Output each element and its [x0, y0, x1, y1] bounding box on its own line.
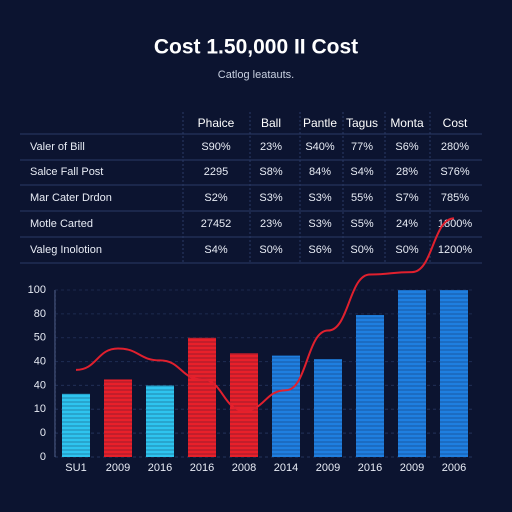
y-tick-label: 10 — [34, 403, 46, 415]
table-cell: 24% — [396, 218, 418, 230]
table-cell: S3% — [259, 192, 282, 204]
table-cell: S0% — [259, 244, 282, 256]
table-cell: S3% — [308, 192, 331, 204]
table-cell: S4% — [204, 244, 227, 256]
row-label: Motle Carted — [30, 218, 93, 230]
table-cell: 27452 — [201, 218, 232, 230]
x-tick-label: 2016 — [190, 462, 214, 474]
x-tick-label: 2009 — [316, 462, 340, 474]
table-cell: S90% — [201, 141, 231, 153]
table-cell: S7% — [395, 192, 418, 204]
x-tick-label: 2014 — [274, 462, 298, 474]
table-cell: S6% — [395, 141, 418, 153]
trend-line — [75, 217, 455, 412]
column-header: Tagus — [346, 116, 378, 130]
page-subtitle: Catlog leatauts. — [218, 69, 294, 81]
row-label: Valer of Bill — [30, 141, 85, 153]
column-header: Phaice — [198, 116, 235, 130]
column-header: Cost — [443, 116, 468, 130]
table-cell: S0% — [395, 244, 418, 256]
bar — [272, 355, 300, 457]
column-header: Pantle — [303, 116, 337, 130]
row-label: Valeg Inolotion — [30, 244, 102, 256]
x-tick-label: 2016 — [358, 462, 382, 474]
x-tick-label: 2009 — [106, 462, 130, 474]
table-cell: S2% — [204, 192, 227, 204]
bar — [356, 315, 384, 457]
bar — [146, 385, 174, 457]
column-header: Ball — [261, 116, 281, 130]
table-cell: 785% — [441, 192, 469, 204]
bar — [440, 290, 468, 457]
bar — [104, 379, 132, 457]
column-header: Monta — [390, 116, 424, 130]
x-tick-label: 2006 — [442, 462, 466, 474]
table-cell: 2295 — [204, 166, 228, 178]
y-tick-label: 0 — [40, 451, 46, 463]
table-cell: 1200% — [438, 244, 472, 256]
table-cell: S6% — [308, 244, 331, 256]
y-tick-label: 40 — [34, 379, 46, 391]
table-cell: S5% — [350, 218, 373, 230]
row-label: Salce Fall Post — [30, 166, 103, 178]
row-label: Mar Cater Drdon — [30, 192, 112, 204]
table-cell: 23% — [260, 218, 282, 230]
table-cell: S8% — [259, 166, 282, 178]
y-tick-label: 80 — [34, 308, 46, 320]
table-cell: 28% — [396, 166, 418, 178]
table-cell: 84% — [309, 166, 331, 178]
table-cell: S76% — [440, 166, 470, 178]
y-tick-label: 50 — [34, 332, 46, 344]
y-tick-label: 100 — [28, 284, 46, 296]
x-tick-label: SU1 — [65, 462, 86, 474]
bar — [62, 393, 90, 457]
table-cell: 280% — [441, 141, 469, 153]
y-tick-label: 0 — [40, 427, 46, 439]
bar — [188, 337, 216, 457]
x-tick-label: 2008 — [232, 462, 256, 474]
page-title: Cost 1.50,000 II Cost — [154, 36, 358, 59]
bar — [314, 359, 342, 457]
table-cell: S3% — [308, 218, 331, 230]
y-tick-label: 40 — [34, 355, 46, 367]
bar — [230, 353, 258, 457]
table-cell: 55% — [351, 192, 373, 204]
table-cell: 23% — [260, 141, 282, 153]
table-cell: S40% — [305, 141, 335, 153]
table-cell: S0% — [350, 244, 373, 256]
table-cell: S4% — [350, 166, 373, 178]
bar — [398, 290, 426, 457]
x-tick-label: 2016 — [148, 462, 172, 474]
x-tick-label: 2009 — [400, 462, 424, 474]
table-cell: 77% — [351, 141, 373, 153]
